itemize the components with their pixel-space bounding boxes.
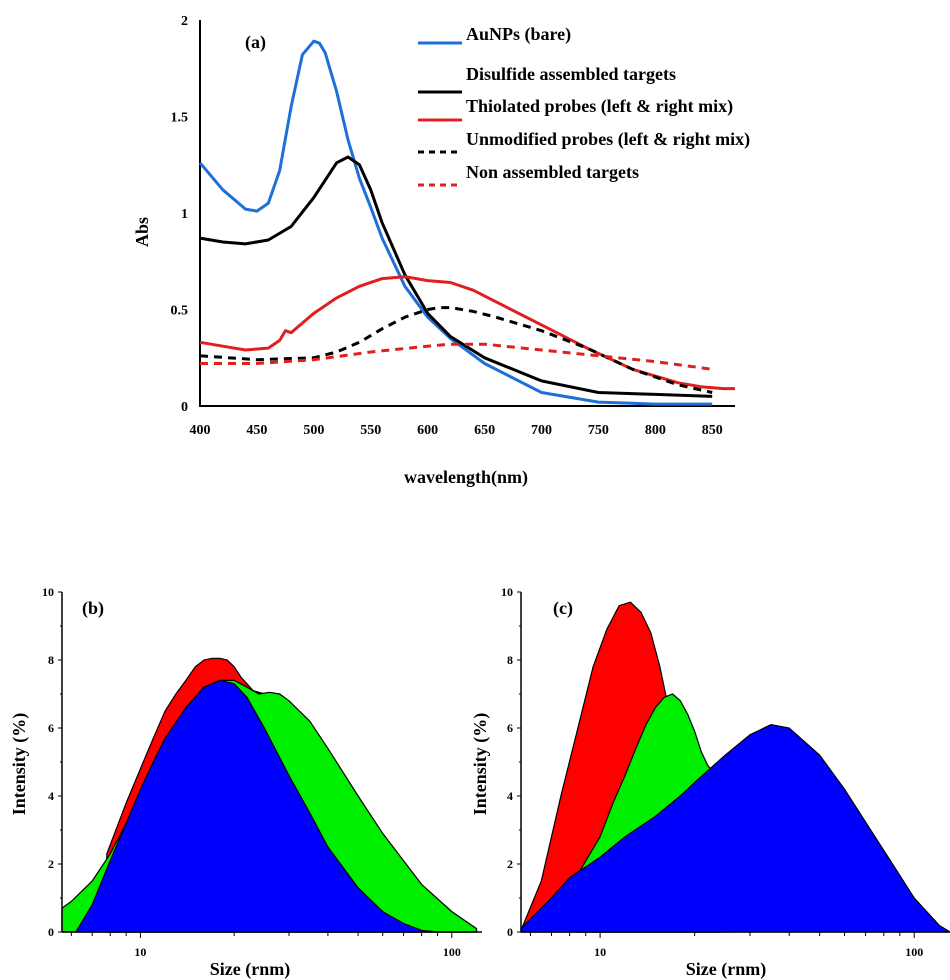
chart-a-x-ticks: 400 450 500 550 600 650 700 750 800 850	[190, 423, 723, 438]
legend-item: Disulfide assembled targets	[418, 64, 676, 94]
chart-b: 10 100 0 2 4 6 8 10 (b) Intensity (%) Size (rn…	[9, 585, 482, 980]
legend-label: Disulfide assembled targets	[466, 64, 676, 84]
legend-item: Unmodified probes (left & right mix)	[418, 129, 750, 154]
chart-c-x-ticks: 10 100	[529, 932, 923, 959]
x-tick-label: 10	[594, 945, 606, 959]
series-line-4	[199, 306, 713, 394]
y-tick-label: 10	[501, 585, 513, 599]
y-tick-label: 10	[42, 585, 54, 599]
x-tick-label: 700	[531, 423, 552, 438]
chart-c-y-label: Intensity (%)	[470, 713, 491, 816]
series-line-1	[198, 39, 713, 406]
chart-a-legend: AuNPs (bare) Disulfide assembled targets…	[418, 24, 750, 187]
chart-b-y-label: Intensity (%)	[9, 713, 30, 816]
y-tick-label: 1.5	[171, 111, 189, 126]
legend-item: Non assembled targets	[418, 162, 639, 187]
y-tick-label: 6	[507, 721, 513, 735]
x-tick-label: 450	[246, 423, 267, 438]
area-series-3	[74, 679, 438, 933]
x-tick-label: 10	[134, 945, 146, 959]
x-tick-label: 750	[588, 423, 609, 438]
chart-b-series	[61, 657, 478, 933]
chart-a-y-ticks: 0 0.5 1 1.5 2	[171, 14, 189, 415]
y-tick-label: 0	[507, 925, 513, 939]
legend-item: Thiolated probes (left & right mix)	[418, 96, 733, 122]
series-line-2	[199, 155, 713, 398]
chart-a-x-label: wavelength(nm)	[404, 467, 528, 488]
legend-label: Thiolated probes (left & right mix)	[466, 96, 733, 117]
y-tick-label: 1	[181, 207, 188, 222]
x-tick-label: 650	[474, 423, 495, 438]
chart-c: 10 100 0 2 4 6 8 10 (c) Intensity (%) Size (rn…	[470, 585, 950, 980]
x-tick-label: 500	[303, 423, 324, 438]
chart-b-y-ticks: 0 2 4 6 8 10	[42, 585, 62, 939]
y-tick-label: 4	[48, 789, 54, 803]
chart-c-panel-label: (c)	[553, 598, 573, 619]
series-line-3	[199, 275, 735, 391]
y-tick-label: 2	[48, 857, 54, 871]
y-tick-label: 4	[507, 789, 513, 803]
y-tick-label: 8	[48, 653, 54, 667]
chart-a-panel-label: (a)	[245, 32, 266, 53]
series-line-5	[200, 342, 713, 371]
y-tick-label: 2	[181, 14, 188, 29]
chart-a-series	[198, 39, 735, 406]
chart-b-x-ticks: 10 100	[70, 932, 461, 959]
y-tick-label: 2	[507, 857, 513, 871]
y-tick-label: 0	[48, 925, 54, 939]
chart-c-x-label: Size (rnm)	[686, 959, 766, 980]
chart-c-series	[520, 601, 950, 933]
legend-label: Non assembled targets	[466, 162, 639, 182]
y-tick-label: 0	[181, 400, 188, 415]
x-tick-label: 550	[360, 423, 381, 438]
x-tick-label: 850	[702, 423, 723, 438]
chart-a: 400 450 500 550 600 650 700 750 800 850 0 0.5 1 1.5 2…	[132, 14, 750, 488]
y-tick-label: 6	[48, 721, 54, 735]
chart-a-y-label: Abs	[132, 217, 152, 247]
x-tick-label: 100	[443, 945, 461, 959]
y-tick-label: 0.5	[171, 304, 189, 319]
x-tick-label: 400	[190, 423, 211, 438]
chart-b-x-label: Size (rnm)	[210, 959, 290, 980]
x-tick-label: 100	[905, 945, 923, 959]
legend-item: AuNPs (bare)	[418, 24, 571, 45]
x-tick-label: 600	[417, 423, 438, 438]
legend-label: AuNPs (bare)	[466, 24, 571, 45]
chart-b-panel-label: (b)	[82, 598, 104, 619]
chart-c-y-ticks: 0 2 4 6 8 10	[501, 585, 521, 939]
x-tick-label: 800	[645, 423, 666, 438]
y-tick-label: 8	[507, 653, 513, 667]
area-series-3	[520, 723, 950, 933]
legend-label: Unmodified probes (left & right mix)	[466, 129, 750, 150]
